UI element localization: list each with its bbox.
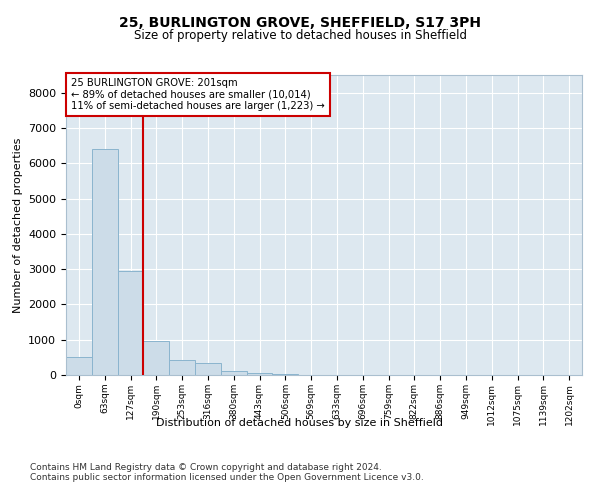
Bar <box>247 373 272 375</box>
Bar <box>272 374 298 375</box>
Text: 25 BURLINGTON GROVE: 201sqm
← 89% of detached houses are smaller (10,014)
11% of: 25 BURLINGTON GROVE: 201sqm ← 89% of det… <box>71 78 325 111</box>
Y-axis label: Number of detached properties: Number of detached properties <box>13 138 23 312</box>
Bar <box>169 360 195 375</box>
Text: 25, BURLINGTON GROVE, SHEFFIELD, S17 3PH: 25, BURLINGTON GROVE, SHEFFIELD, S17 3PH <box>119 16 481 30</box>
Bar <box>221 371 247 375</box>
Bar <box>92 149 118 375</box>
Text: Contains HM Land Registry data © Crown copyright and database right 2024.: Contains HM Land Registry data © Crown c… <box>30 463 382 472</box>
Text: Size of property relative to detached houses in Sheffield: Size of property relative to detached ho… <box>133 29 467 42</box>
Bar <box>143 342 169 375</box>
Bar <box>66 358 92 375</box>
Bar <box>118 271 143 375</box>
Text: Distribution of detached houses by size in Sheffield: Distribution of detached houses by size … <box>157 418 443 428</box>
Bar <box>195 362 221 375</box>
Text: Contains public sector information licensed under the Open Government Licence v3: Contains public sector information licen… <box>30 473 424 482</box>
